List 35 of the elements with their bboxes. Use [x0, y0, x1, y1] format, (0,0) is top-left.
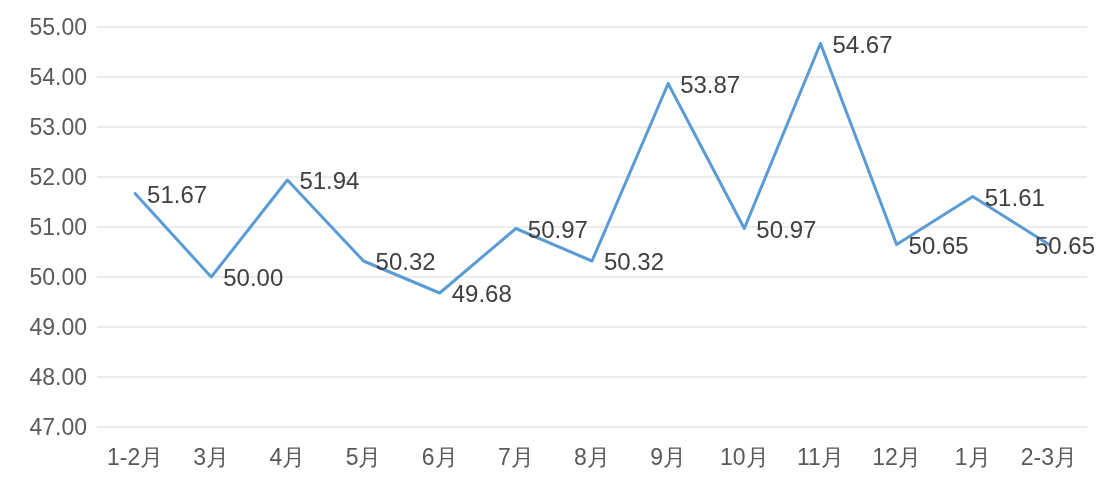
x-tick-label: 6月	[421, 444, 458, 470]
y-tick-label: 48.00	[29, 364, 87, 390]
data-label: 50.32	[375, 248, 436, 275]
x-tick-label: 8月	[574, 444, 610, 470]
x-tick-label: 1-2月	[106, 444, 164, 470]
x-tick-label: 1月	[954, 444, 991, 470]
x-tick-label: 10月	[720, 444, 769, 470]
data-label: 50.65	[908, 231, 969, 259]
y-tick-label: 52.00	[29, 164, 87, 190]
x-tick-label: 12月	[872, 444, 921, 470]
data-label: 50.97	[527, 215, 588, 243]
y-tick-label: 50.00	[29, 264, 87, 290]
data-label: 50.32	[604, 248, 665, 275]
data-label: 51.94	[299, 167, 360, 194]
x-tick-label: 2-3月	[1020, 444, 1078, 470]
y-tick-label: 47.00	[29, 414, 87, 440]
x-tick-label: 4月	[269, 444, 306, 470]
data-label: 51.67	[147, 180, 208, 208]
data-label: 51.61	[984, 183, 1045, 211]
y-tick-label: 53.00	[29, 114, 87, 140]
data-label: 49.68	[451, 280, 512, 307]
x-tick-label: 9月	[650, 444, 687, 470]
y-tick-label: 49.00	[29, 314, 87, 340]
data-label: 54.67	[832, 30, 893, 58]
data-label: 50.65	[1034, 231, 1095, 259]
x-tick-label: 3月	[193, 444, 230, 470]
y-tick-label: 51.00	[29, 214, 87, 240]
x-tick-label: 7月	[497, 444, 534, 470]
data-label: 50.97	[756, 215, 817, 243]
data-label: 53.87	[680, 70, 741, 98]
y-tick-label: 55.00	[29, 14, 87, 40]
data-label: 50.00	[223, 264, 284, 291]
x-tick-label: 5月	[345, 444, 382, 470]
x-tick-label: 11月	[797, 444, 844, 470]
y-tick-label: 54.00	[29, 64, 87, 90]
